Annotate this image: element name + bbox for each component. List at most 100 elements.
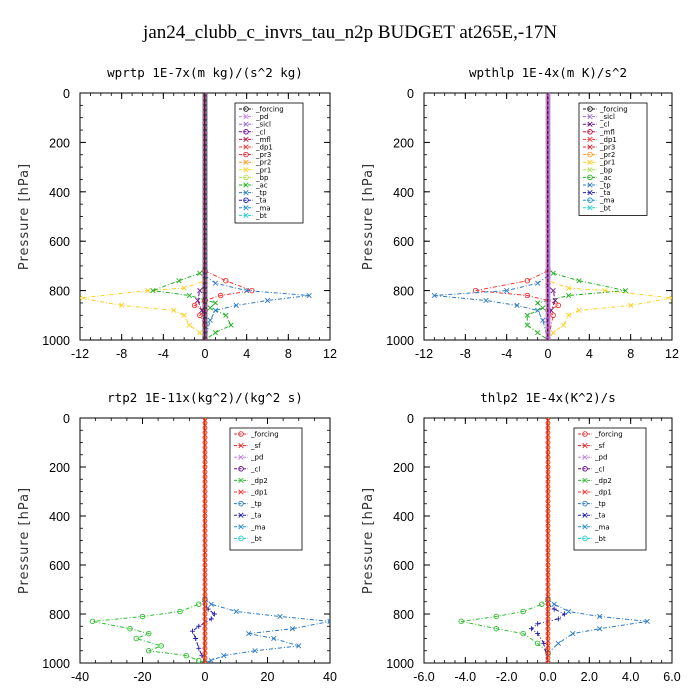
zero-marker bbox=[545, 144, 551, 150]
series-point-_dp1 bbox=[197, 312, 203, 319]
zero-marker bbox=[202, 268, 208, 274]
zero-marker bbox=[202, 503, 208, 509]
series-point-_tp bbox=[212, 280, 219, 286]
y-tick-label: 0 bbox=[63, 87, 70, 101]
zero-marker bbox=[202, 655, 208, 661]
zero-marker bbox=[202, 322, 208, 328]
zero-marker bbox=[545, 224, 551, 229]
series-point-_ac bbox=[176, 278, 182, 284]
zero-marker bbox=[545, 533, 551, 538]
zero-marker bbox=[545, 233, 551, 239]
zero-marker bbox=[202, 248, 208, 254]
series-point-_ta bbox=[562, 611, 568, 617]
zero-marker bbox=[545, 498, 551, 504]
legend-marker-_tp bbox=[587, 182, 593, 188]
zero-marker bbox=[545, 606, 551, 612]
zero-marker bbox=[545, 243, 551, 249]
zero-marker bbox=[202, 224, 208, 229]
legend-label-_ma: _ma bbox=[594, 523, 610, 531]
series-point-_tp bbox=[264, 297, 271, 304]
series-point-_tp bbox=[296, 643, 302, 649]
zero-marker bbox=[545, 184, 551, 190]
y-tick-label: 200 bbox=[393, 136, 414, 150]
zero-marker bbox=[545, 263, 551, 269]
legend-marker-_bp bbox=[587, 167, 593, 173]
series-point-_ta bbox=[196, 645, 202, 651]
legend-marker-_forcing bbox=[587, 106, 593, 112]
legend-marker-_forcing bbox=[582, 431, 588, 437]
zero-marker bbox=[545, 332, 551, 338]
zero-marker bbox=[545, 444, 551, 450]
zero-marker bbox=[545, 149, 551, 155]
zero-marker bbox=[545, 278, 551, 284]
legend-marker-_forcing bbox=[243, 106, 249, 112]
legend-marker-_sf bbox=[582, 442, 588, 449]
zero-marker bbox=[202, 645, 208, 651]
zero-marker bbox=[202, 332, 208, 338]
zero-marker bbox=[545, 308, 551, 313]
legend-marker-_cl bbox=[238, 466, 244, 472]
series-point-_pr1 bbox=[119, 302, 125, 309]
zero-marker bbox=[202, 209, 208, 214]
zero-marker bbox=[545, 425, 551, 431]
series-point-_ac bbox=[212, 329, 219, 336]
zero-marker bbox=[545, 322, 551, 328]
zero-marker bbox=[545, 582, 551, 587]
zero-marker bbox=[202, 479, 208, 485]
zero-marker bbox=[202, 115, 208, 121]
series-point-_dp1 bbox=[177, 608, 183, 615]
series-point-_dp1 bbox=[539, 601, 545, 607]
y-tick-label: 600 bbox=[393, 559, 414, 573]
panels: wprtp 1E-7x(m kg)/(s^2 kg) Pressure [hPa]… bbox=[17, 65, 681, 684]
series-point-_dp1 bbox=[158, 643, 164, 649]
legend-box bbox=[573, 427, 647, 551]
series-point-_tp bbox=[597, 626, 603, 632]
series-point-_pr1 bbox=[669, 295, 672, 301]
zero-marker bbox=[545, 503, 551, 509]
legend-marker-_pr2 bbox=[243, 159, 249, 165]
legend-marker-_bt bbox=[587, 205, 593, 211]
x-tick-label: -12 bbox=[415, 347, 433, 361]
y-tick-label: 600 bbox=[49, 235, 70, 249]
zero-marker bbox=[545, 238, 551, 244]
zero-marker bbox=[202, 547, 208, 553]
series-point-_dp1 bbox=[534, 640, 541, 647]
zero-marker bbox=[545, 601, 551, 607]
zero-marker bbox=[202, 120, 208, 125]
series-point-_pr1 bbox=[566, 285, 572, 291]
y-axis-label: Pressure [hPa] bbox=[361, 487, 376, 594]
x-tick-label: -2.0 bbox=[496, 670, 518, 684]
series-point-_tp bbox=[535, 307, 541, 313]
zero-marker bbox=[202, 518, 208, 524]
legend-label-_cl: _cl bbox=[250, 465, 260, 473]
series-point-_tp bbox=[483, 297, 489, 304]
legend-label-_dp2: _dp2 bbox=[250, 477, 268, 485]
zero-marker bbox=[202, 243, 208, 249]
series-point-_tp bbox=[566, 608, 572, 615]
series-point-_pr1 bbox=[566, 312, 572, 318]
legend-label-_forcing: _forcing bbox=[255, 106, 284, 114]
zero-marker bbox=[545, 140, 551, 145]
zero-marker bbox=[545, 214, 551, 219]
legend-marker-_bt bbox=[238, 535, 244, 542]
x-tick-label: 12 bbox=[323, 347, 337, 361]
zero-marker bbox=[545, 312, 551, 318]
zero-marker bbox=[545, 327, 551, 333]
zero-marker bbox=[202, 169, 208, 175]
series-point-_cl bbox=[195, 297, 201, 304]
series-point-_ac bbox=[566, 292, 572, 299]
series-point-_dp1 bbox=[145, 630, 152, 637]
zero-marker bbox=[202, 258, 208, 264]
series-line-_dp1 bbox=[92, 598, 206, 663]
series-point-_dp1 bbox=[493, 613, 500, 620]
zero-marker bbox=[545, 636, 551, 641]
series-point-_tp bbox=[327, 618, 330, 624]
y-tick-label: 800 bbox=[393, 285, 414, 299]
zero-marker bbox=[202, 469, 208, 475]
series-point-_dp1 bbox=[145, 648, 152, 654]
series-point-_dp1 bbox=[195, 601, 202, 607]
zero-marker bbox=[545, 464, 551, 470]
zero-marker bbox=[202, 587, 208, 592]
legend-marker-_pr1 bbox=[587, 159, 593, 165]
